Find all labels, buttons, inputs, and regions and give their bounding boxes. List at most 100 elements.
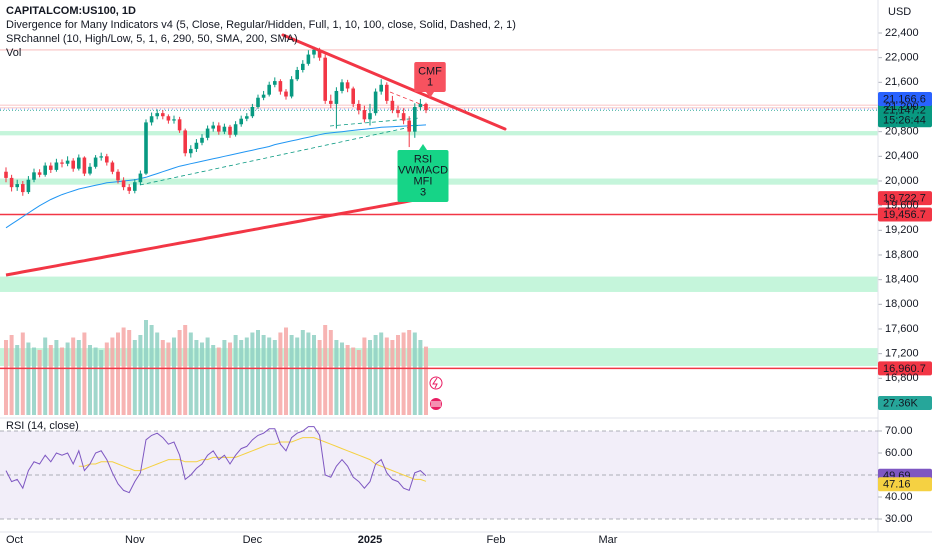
candle-body — [373, 91, 378, 114]
candle-body — [88, 166, 92, 174]
candle-body — [183, 130, 187, 154]
candle-body — [161, 113, 165, 117]
volume-bar — [32, 347, 36, 415]
volume-bar — [312, 335, 316, 415]
volume-bar — [351, 347, 356, 415]
candle-body — [60, 162, 64, 164]
x-tick-label: Feb — [487, 534, 506, 546]
volume-legend: Vol — [6, 47, 21, 59]
volume-bar — [132, 340, 137, 415]
volume-bar — [200, 342, 204, 415]
candle-body — [15, 184, 19, 188]
candle-body — [351, 88, 355, 104]
volume-bar — [295, 337, 300, 415]
rsi-tick-label: 70.00 — [885, 425, 913, 437]
rsi-ma-last-label: 47.16 — [883, 479, 911, 491]
volume-bar — [71, 337, 76, 415]
volume-bar — [188, 332, 193, 415]
volume-bar — [317, 340, 322, 415]
y-tick-label: 22,400 — [885, 27, 919, 39]
candle-body — [385, 84, 389, 101]
volume-bar — [345, 345, 350, 415]
y-tick-label: 16,800 — [885, 372, 919, 384]
indicator-legend: Divergence for Many Indicators v4 (5, Cl… — [6, 19, 516, 31]
candle-body — [250, 106, 255, 117]
ask-label-box — [878, 92, 932, 107]
symbol-title: CAPITALCOM:US100, 1D — [6, 5, 136, 17]
candle-body — [177, 119, 182, 131]
volume-bar — [149, 325, 154, 415]
candle-body — [295, 69, 299, 80]
rsi-tick-label: 30.00 — [885, 513, 913, 525]
candle-body — [362, 110, 367, 120]
volume-bar — [396, 335, 400, 415]
volume-bar — [116, 332, 120, 415]
y-tick-label: 18,000 — [885, 298, 919, 310]
candle-body — [256, 97, 260, 107]
volume-bar — [323, 325, 328, 415]
candle-body — [357, 103, 361, 111]
ma-label-box — [878, 191, 932, 206]
volume-bar — [373, 335, 378, 415]
candle-body — [71, 160, 75, 169]
candle-body — [9, 177, 14, 188]
y-tick-label: 20,800 — [885, 126, 919, 138]
currency: USD — [888, 6, 911, 18]
candle-body — [261, 94, 266, 98]
candle-body — [418, 103, 423, 107]
candle-body — [228, 126, 232, 135]
candle-body — [334, 90, 339, 104]
candle-body — [189, 148, 193, 154]
candle-body — [217, 125, 221, 132]
volume-bar — [340, 342, 344, 415]
volume-bar — [93, 347, 98, 415]
volume-bar — [76, 340, 81, 415]
volume-bar — [60, 347, 64, 415]
candle-body — [54, 162, 59, 170]
candle-body — [116, 171, 120, 181]
candle-body — [77, 157, 81, 169]
y-tick-label: 20,000 — [885, 175, 919, 187]
volume-bar — [88, 345, 92, 415]
event-icon[interactable] — [429, 376, 443, 390]
candle-body — [4, 171, 8, 178]
signal-text: RSI — [414, 153, 432, 165]
volume-bar — [284, 327, 288, 415]
ask-label: 21,166.6 — [883, 93, 926, 105]
sr-zone — [0, 276, 878, 292]
divergence-line — [389, 91, 431, 109]
volume-bar — [328, 330, 333, 415]
volume-bar — [216, 347, 221, 415]
candle-body — [301, 63, 305, 70]
signal-text: VWMACD — [398, 164, 448, 176]
candle-body — [340, 82, 344, 91]
volume-bar — [278, 332, 283, 415]
y-tick-label: 18,800 — [885, 249, 919, 261]
volume-bar — [267, 337, 272, 415]
candle-body — [172, 119, 176, 121]
volume-bar — [256, 330, 260, 415]
candle-body — [32, 172, 36, 180]
candle-body — [289, 79, 294, 97]
candle-body — [317, 49, 322, 58]
candle-body — [110, 162, 115, 172]
rsi-legend: RSI (14, close) — [6, 420, 79, 432]
signal-text: 3 — [420, 186, 426, 198]
signal-text: MFI — [414, 175, 433, 187]
volume-bar — [244, 337, 249, 415]
candle-body — [323, 57, 327, 101]
candle-body — [149, 116, 154, 123]
candle-body — [138, 173, 143, 183]
last-price-box — [878, 103, 932, 128]
candle-body — [200, 137, 204, 143]
divergence-line — [139, 124, 421, 186]
volume-bar — [334, 340, 339, 415]
event-icon-glyph — [431, 401, 441, 407]
divergence-line — [329, 117, 421, 127]
volume-bar — [194, 340, 199, 415]
volume-bar — [211, 345, 216, 415]
level-label-box — [878, 361, 932, 376]
candle-body — [205, 128, 210, 138]
